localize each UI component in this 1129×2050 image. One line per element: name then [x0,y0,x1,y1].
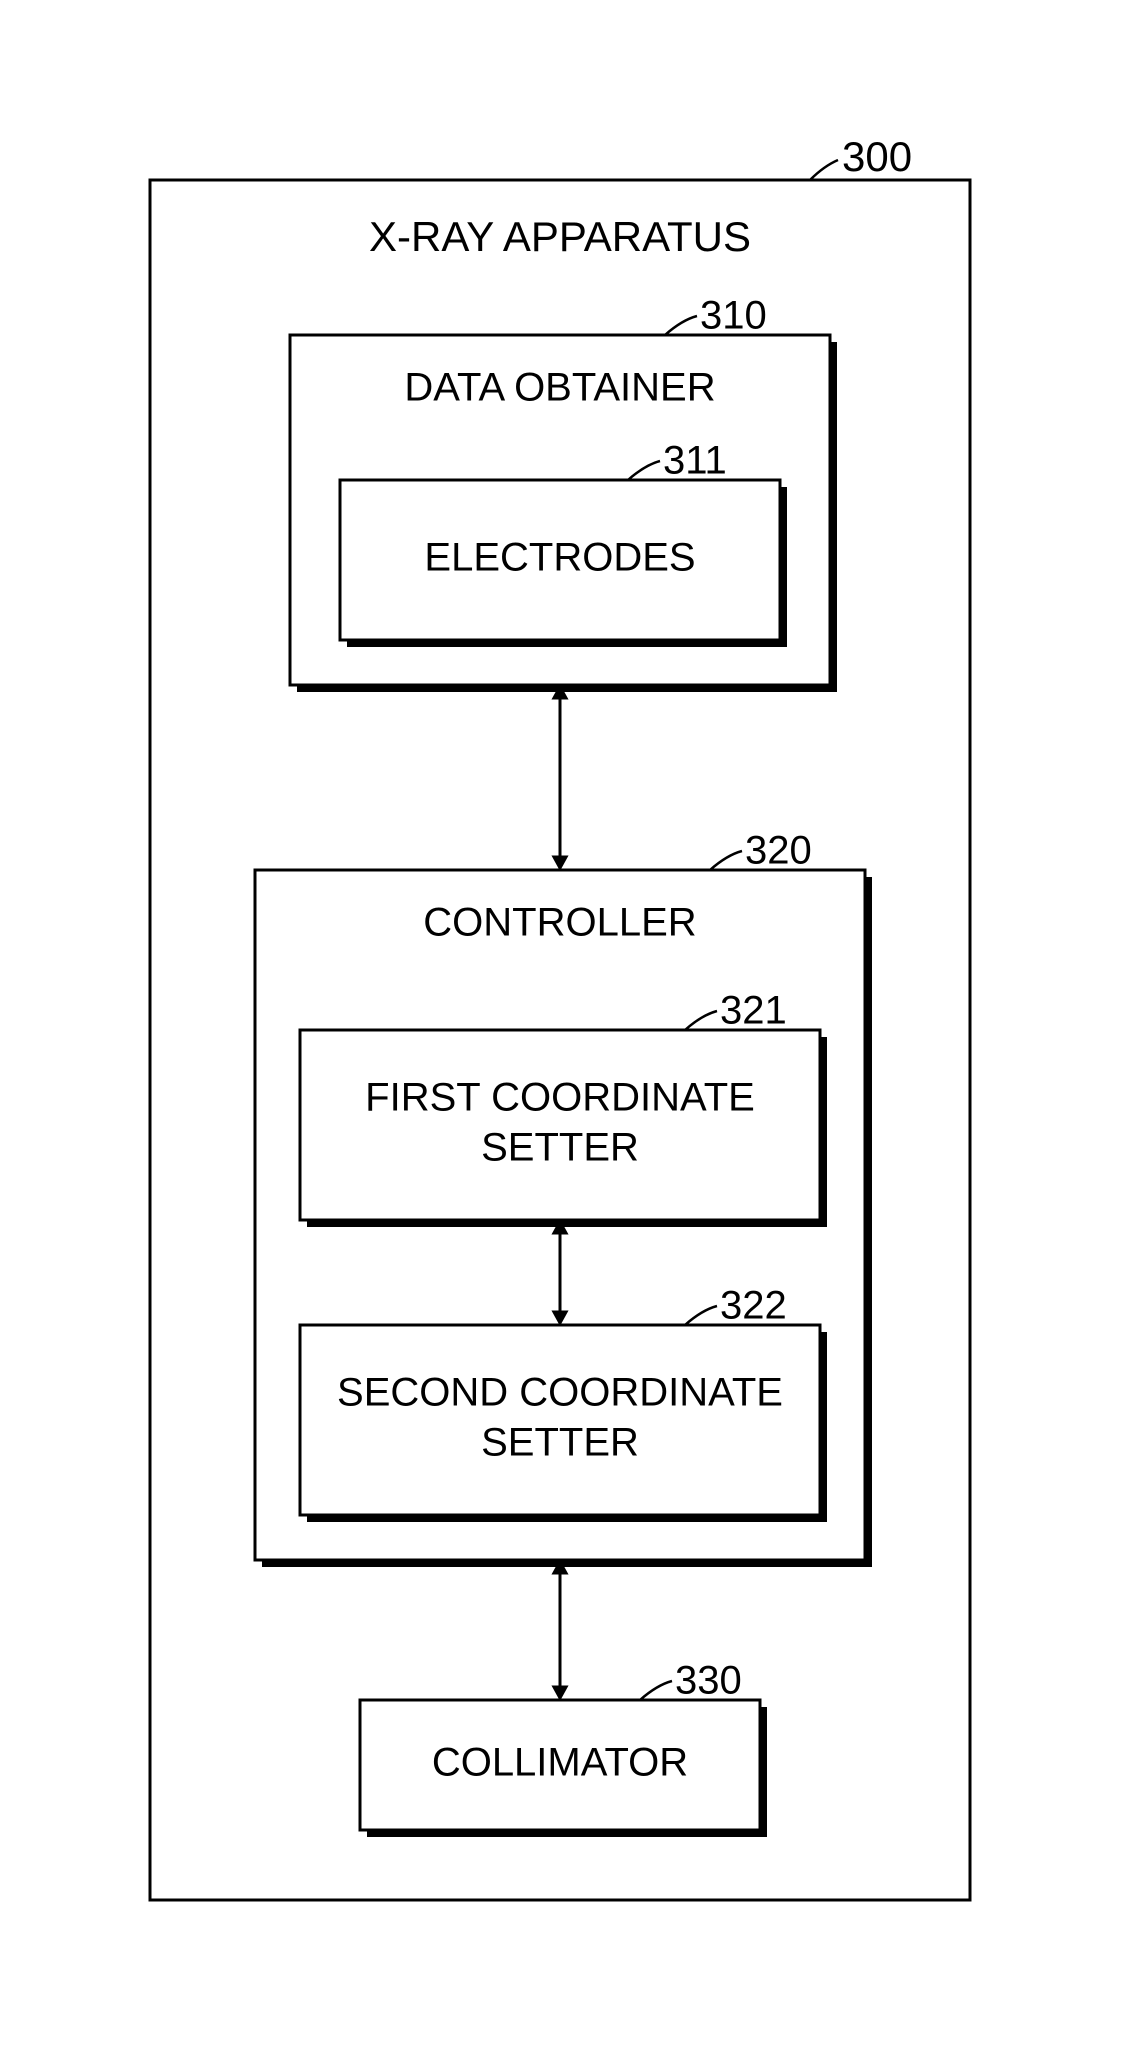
second-setter-l1: SECOND COORDINATE [337,1371,783,1415]
xray-apparatus-title: X-RAY APPARATUS [369,213,751,260]
electrodes-title: ELECTRODES [424,536,695,580]
ref-321: 321 [720,989,787,1033]
second-setter-l2: SETTER [481,1421,639,1465]
ref-300: 300 [842,133,912,180]
controller-title: CONTROLLER [423,901,696,945]
first-setter-l2: SETTER [481,1126,639,1170]
ref-leader [810,160,838,180]
ref-311: 311 [663,439,727,483]
ref-330: 330 [675,1659,742,1703]
collimator-title: COLLIMATOR [432,1741,688,1785]
ref-320: 320 [745,829,812,873]
data-obtainer-title: DATA OBTAINER [404,366,715,410]
ref-310: 310 [700,294,767,338]
ref-322: 322 [720,1284,787,1328]
first-setter-l1: FIRST COORDINATE [365,1076,755,1120]
